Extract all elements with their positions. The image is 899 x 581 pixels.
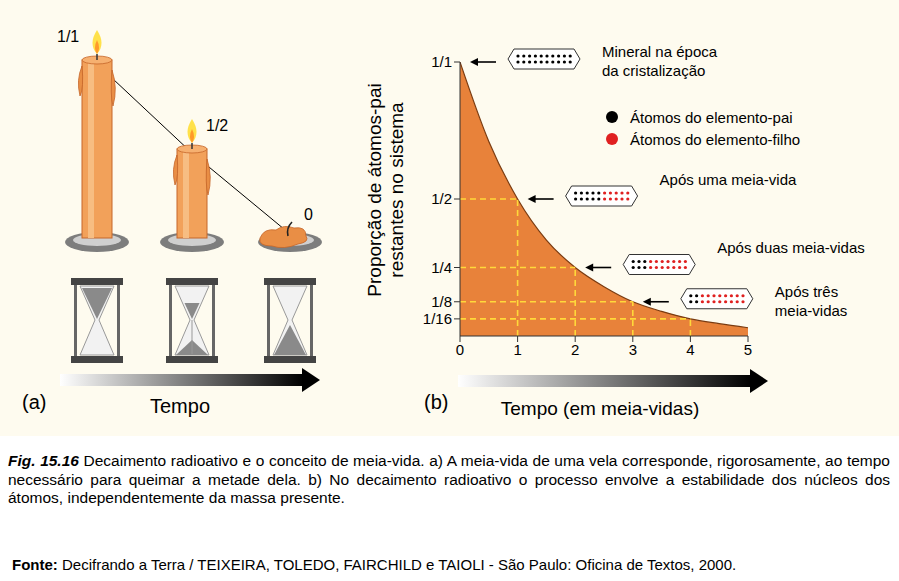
svg-text:Após uma meia-vida: Após uma meia-vida <box>660 171 797 188</box>
svg-text:Após duas meia-vidas: Após duas meia-vidas <box>717 239 865 256</box>
svg-text:da cristalização: da cristalização <box>602 62 705 79</box>
html-text:Fonte: Decifrando a Terra / TE: Fonte: Decifrando a Terra / TEIXEIRA, TO… <box>12 556 737 573</box>
svg-text:(b): (b) <box>424 391 448 413</box>
svg-text:(a): (a) <box>22 391 46 413</box>
svg-text:1/1: 1/1 <box>431 53 452 70</box>
svg-text:3: 3 <box>629 341 637 358</box>
svg-text:0: 0 <box>456 341 464 358</box>
svg-text:4: 4 <box>686 341 694 358</box>
svg-text:restantes no sistema: restantes no sistema <box>386 102 407 278</box>
svg-text:1/2: 1/2 <box>206 117 228 134</box>
svg-text:5: 5 <box>744 341 752 358</box>
svg-text:1/8: 1/8 <box>431 293 452 310</box>
svg-text:2: 2 <box>571 341 579 358</box>
svg-text:Mineral na época: Mineral na época <box>602 43 718 60</box>
svg-text:Tempo: Tempo <box>150 395 210 417</box>
svg-text:1: 1 <box>513 341 521 358</box>
svg-text:1/1: 1/1 <box>57 28 79 45</box>
svg-text:1/2: 1/2 <box>431 190 452 207</box>
svg-text:Tempo (em meia-vidas): Tempo (em meia-vidas) <box>501 398 700 419</box>
svg-text:Após três: Após três <box>775 283 838 300</box>
html-text:Átomos do elemento-pai: Átomos do elemento-pai <box>630 108 793 126</box>
html-text:Átomos do elemento-filho: Átomos do elemento-filho <box>630 130 801 148</box>
html-text:Fig. 15.16 Decaimento radioati: Fig. 15.16 Decaimento radioativo e o con… <box>8 452 890 506</box>
svg-text:Proporção de átomos-pai: Proporção de átomos-pai <box>364 83 385 296</box>
svg-text:1/4: 1/4 <box>431 259 452 276</box>
svg-text:meia-vidas: meia-vidas <box>775 302 848 319</box>
svg-text:0: 0 <box>304 206 313 223</box>
svg-text:1/16: 1/16 <box>423 310 452 327</box>
